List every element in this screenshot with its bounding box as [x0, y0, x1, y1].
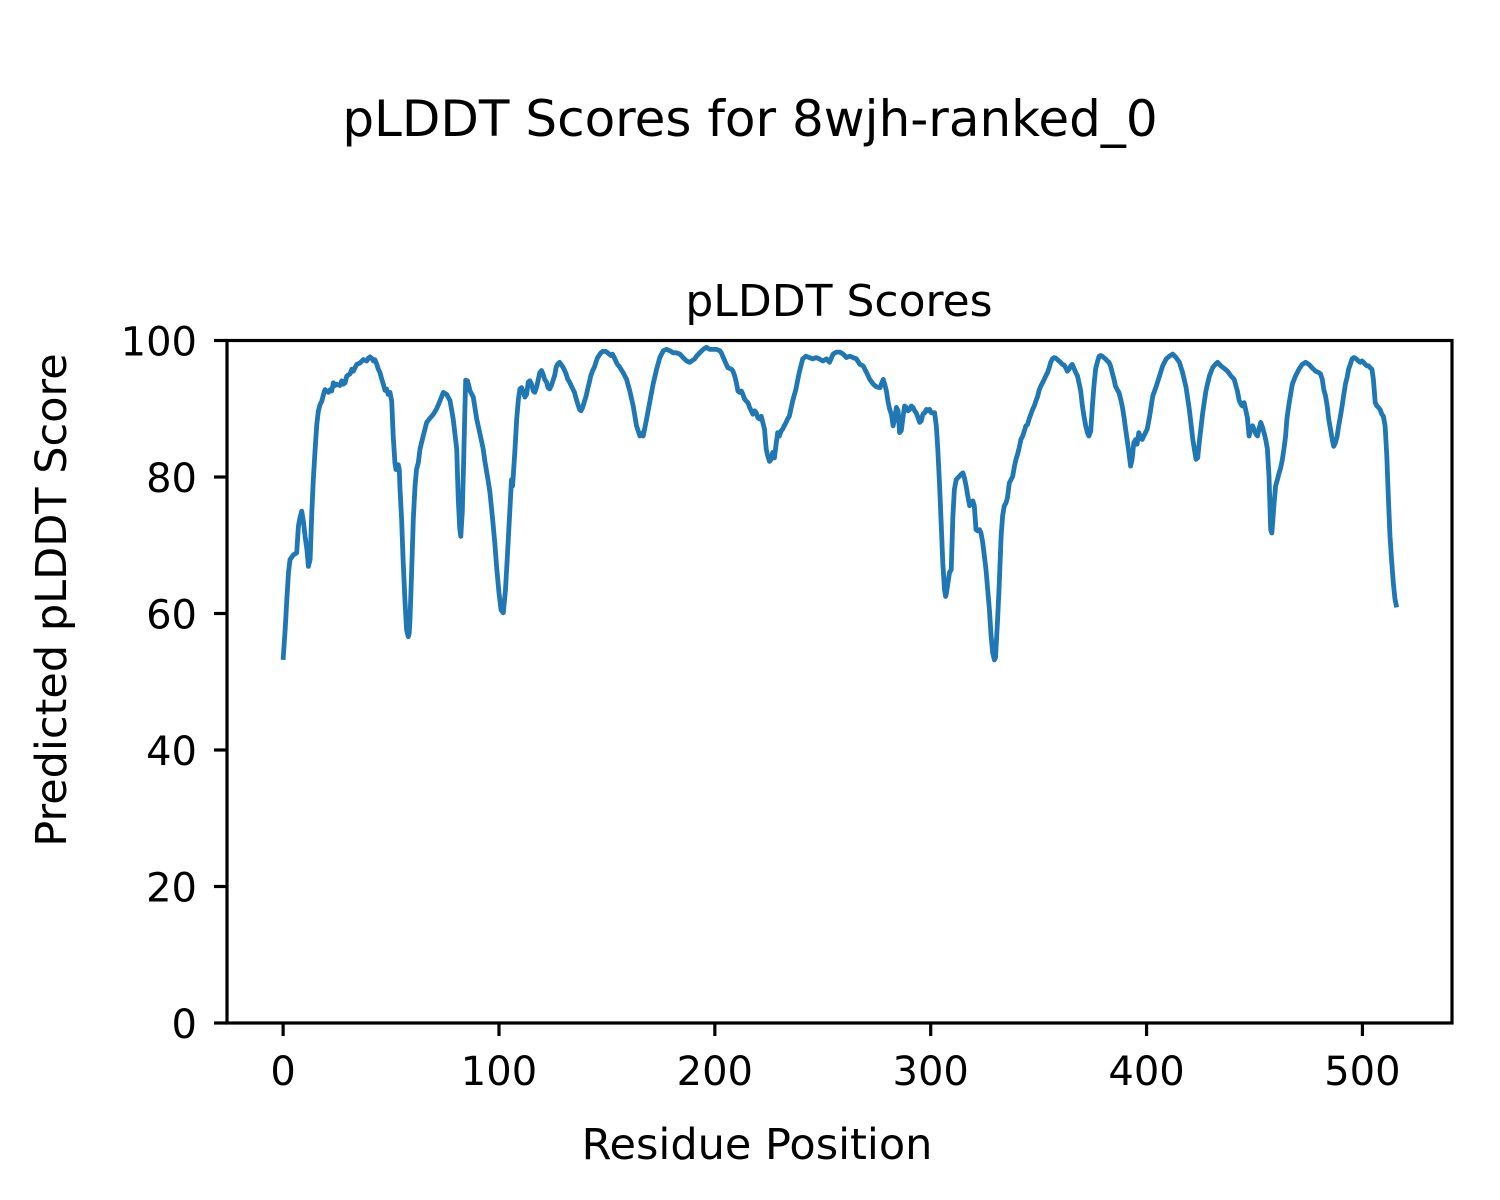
plddt-line — [280, 344, 1400, 663]
axes-title: pLDDT Scores — [685, 276, 992, 327]
y-tick-label: 60 — [146, 593, 197, 639]
y-tick-label: 40 — [146, 729, 197, 775]
figure-suptitle: pLDDT Scores for 8wjh-ranked_0 — [342, 90, 1157, 148]
x-axis-label: Residue Position — [582, 1120, 933, 1170]
y-tick-label: 0 — [172, 1002, 197, 1048]
x-tick-label: 200 — [677, 1049, 753, 1095]
x-tick-label: 500 — [1324, 1049, 1400, 1095]
y-tick-label: 80 — [146, 456, 197, 502]
y-tick-label: 100 — [121, 320, 197, 366]
x-tick-label: 0 — [270, 1049, 295, 1095]
axis-ticks: 0 100 200 300 400 500 0 20 40 60 80 100 — [121, 320, 1401, 1096]
x-tick-label: 400 — [1108, 1049, 1184, 1095]
y-axis-label: Predicted pLDDT Score — [27, 353, 77, 846]
axes-spines — [225, 338, 1454, 1025]
y-tick-label: 20 — [146, 866, 197, 912]
x-tick-label: 100 — [461, 1049, 537, 1095]
plddt-line-series — [280, 344, 1400, 663]
x-tick-label: 300 — [893, 1049, 969, 1095]
